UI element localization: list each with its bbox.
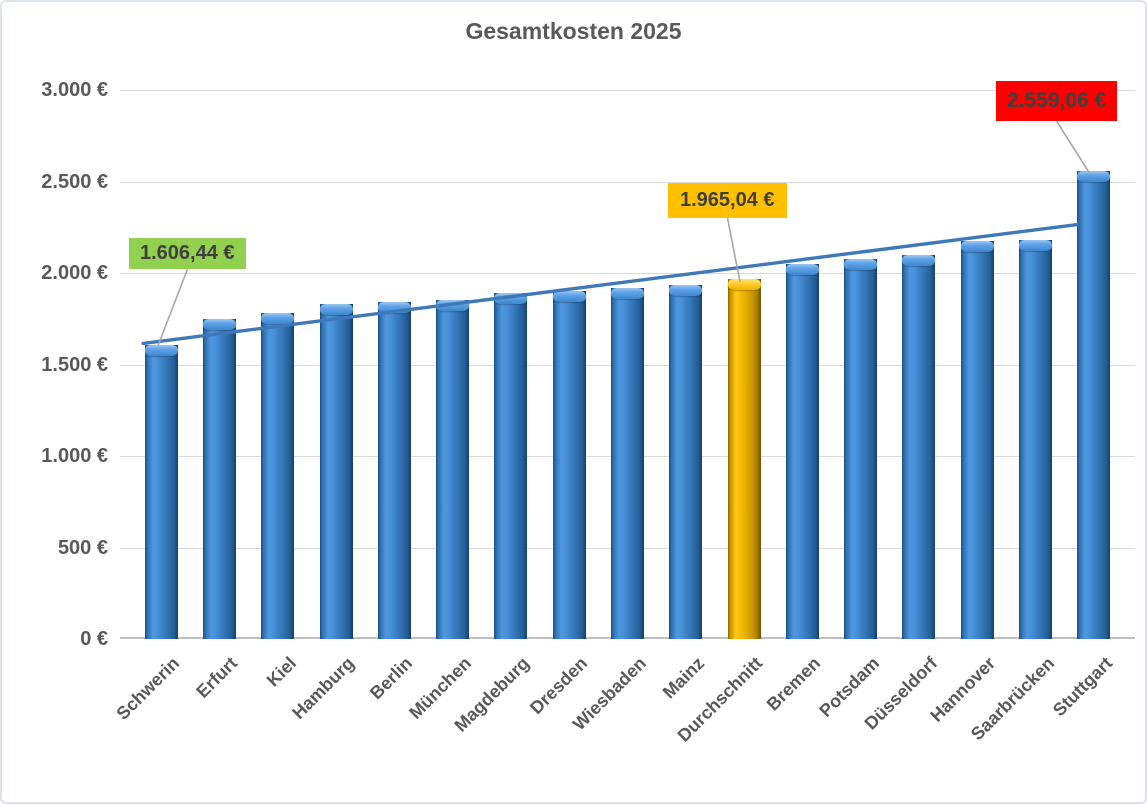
y-axis-label: 500 € bbox=[57, 536, 108, 559]
bar-potsdam bbox=[844, 259, 878, 639]
x-axis-label-mainz: Mainz bbox=[658, 653, 708, 703]
bar-saarbrücken bbox=[1019, 240, 1053, 639]
y-axis-label: 2.500 € bbox=[41, 170, 108, 193]
bar-erfurt bbox=[202, 318, 236, 639]
bar-hannover bbox=[960, 240, 994, 639]
plot-area: Schwerin Erfurt Kiel Hamburg Berlin München Ma… bbox=[113, 90, 1135, 746]
chart-title: Gesamtkosten 2025 bbox=[465, 18, 682, 44]
x-axis-label-kiel: Kiel bbox=[262, 653, 300, 691]
data-label-schwerin: 1.606,44 € bbox=[129, 238, 246, 269]
bar-berlin bbox=[377, 302, 411, 639]
bar-bremen bbox=[785, 263, 819, 639]
gridline bbox=[120, 181, 1135, 183]
x-axis-label-schwerin: Schwerin bbox=[112, 653, 184, 724]
y-axis-label: 3.000 € bbox=[41, 79, 108, 101]
data-label-stuttgart: 2.559,06 € bbox=[996, 81, 1118, 121]
bar-hamburg bbox=[319, 304, 353, 639]
bar-wiesbaden bbox=[611, 287, 644, 639]
bar-stuttgart bbox=[1077, 170, 1111, 639]
x-axis-label-hamburg: Hamburg bbox=[288, 653, 359, 724]
x-axis-label-erfurt: Erfurt bbox=[192, 653, 242, 702]
bar-düsseldorf bbox=[902, 254, 936, 639]
bar-münchen bbox=[436, 300, 470, 639]
x-axis-label-stuttgart: Stuttgart bbox=[1048, 653, 1117, 721]
bar-schwerin bbox=[144, 345, 178, 639]
bar-mainz bbox=[669, 284, 703, 639]
y-axis-label: 2.000 € bbox=[41, 262, 108, 284]
x-axis-label-berlin: Berlin bbox=[366, 653, 417, 704]
data-label-durchschnitt: 1.965,04 € bbox=[668, 183, 787, 218]
y-axis-label: 0 € bbox=[80, 628, 108, 650]
bar-durchschnitt bbox=[727, 279, 761, 639]
gridline bbox=[120, 90, 1135, 91]
bar-magdeburg bbox=[494, 293, 528, 639]
y-axis-label: 1.500 € bbox=[41, 353, 108, 376]
y-axis-label: 1.000 € bbox=[41, 445, 108, 467]
bar-kiel bbox=[261, 313, 295, 639]
bar-dresden bbox=[552, 291, 586, 639]
